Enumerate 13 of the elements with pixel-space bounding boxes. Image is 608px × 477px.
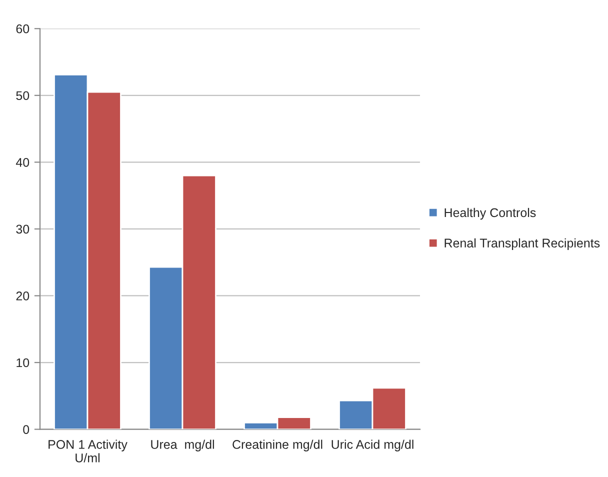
y-tick-label: 50 (16, 91, 30, 100)
x-tick-label: Urea mg/dl (151, 440, 214, 452)
y-tick-label: 20 (16, 292, 30, 300)
y-tick-label: 60 (16, 24, 30, 34)
x-tick-label: Creatinine mg/dl (232, 440, 322, 452)
legend-label: Healthy Controls (444, 208, 536, 220)
x-tick-label: Uric Acid mg/dl (332, 440, 414, 452)
y-tick-label: 0 (23, 425, 30, 434)
y-tick-label: 10 (16, 358, 30, 368)
legend-label: Renal Transplant Recipients (444, 238, 600, 250)
y-tick-label: 40 (16, 158, 30, 167)
y-tick-label: 30 (16, 224, 30, 234)
x-tick-label: PON 1 Activity U/ml (48, 440, 128, 462)
